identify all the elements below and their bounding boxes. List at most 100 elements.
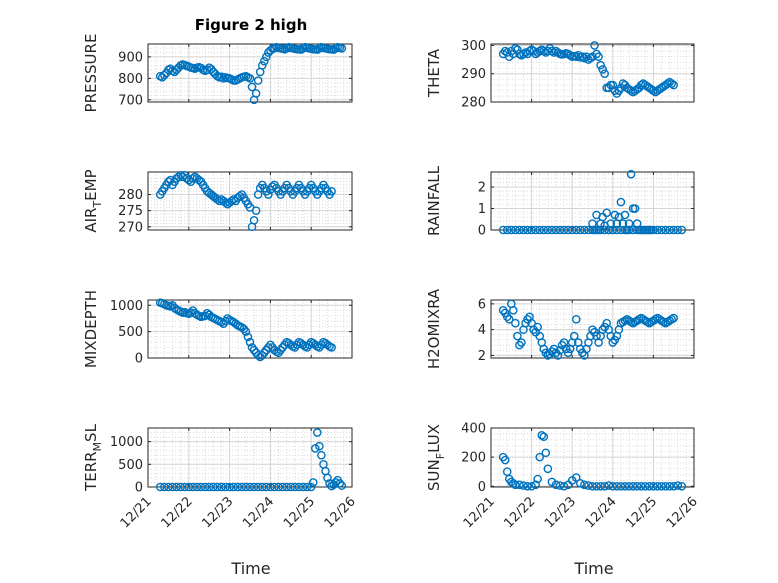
data-point	[515, 225, 524, 235]
data-point	[576, 225, 585, 235]
data-point	[533, 474, 542, 484]
data-point	[511, 318, 520, 328]
data-point	[245, 482, 255, 492]
data-point	[667, 79, 676, 88]
data-point	[555, 225, 565, 235]
y-tick-label: 270	[118, 220, 143, 235]
data-point	[657, 481, 666, 491]
data-point	[506, 225, 516, 235]
data-point	[511, 225, 520, 235]
data-point	[498, 225, 508, 235]
data-point	[608, 338, 618, 347]
data-point	[192, 482, 202, 492]
data-point	[259, 56, 269, 66]
data-point	[337, 43, 347, 53]
data-point	[221, 198, 230, 207]
data-point	[204, 482, 214, 492]
data-point	[567, 225, 577, 235]
data-point	[502, 225, 512, 235]
data-point	[515, 49, 524, 59]
data-point	[549, 48, 559, 57]
data-point	[213, 195, 222, 204]
axes-box	[490, 299, 695, 359]
subplot-rainfall: 0 1 2 RAINFALL	[425, 165, 695, 239]
y-tick-label: 500	[118, 458, 143, 473]
data-point	[257, 61, 267, 70]
data-point	[243, 332, 253, 342]
data-point	[184, 482, 194, 492]
data-point	[543, 225, 553, 235]
data-point	[665, 481, 674, 491]
data-point	[598, 325, 607, 334]
data-point	[500, 46, 510, 56]
data-point	[160, 482, 169, 492]
y-axis-label: AIRTEMP	[82, 169, 104, 232]
data-point	[308, 478, 318, 487]
data-point	[213, 482, 222, 492]
y-tick-label: 300	[461, 39, 486, 54]
data-point	[323, 473, 332, 483]
subplot-pressure: 700 800 900 PRESSURE	[82, 34, 353, 112]
data-point	[628, 225, 638, 235]
data-point	[523, 481, 532, 491]
data-point	[673, 481, 683, 490]
data-point	[612, 225, 622, 235]
figure-title: Figure 2 high	[195, 16, 308, 34]
data-point	[624, 481, 634, 491]
data-point	[245, 74, 255, 83]
data-point	[266, 482, 275, 492]
data-point	[608, 481, 618, 491]
data-point	[535, 452, 545, 462]
data-point	[620, 210, 630, 220]
x-tick-label: 12/22	[501, 494, 538, 531]
data-point	[253, 482, 263, 492]
data-point	[519, 481, 528, 490]
data-point	[588, 325, 597, 334]
data-point	[164, 482, 173, 492]
data-point	[253, 76, 263, 85]
data-point	[608, 225, 618, 235]
data-point	[584, 225, 593, 235]
data-point	[290, 482, 300, 492]
data-point	[594, 52, 603, 62]
data-point	[630, 204, 640, 213]
data-point	[315, 441, 324, 451]
data-point	[513, 45, 522, 54]
data-point	[233, 482, 243, 492]
data-point	[647, 225, 656, 235]
data-point	[176, 482, 185, 492]
x-tick-label: 12/26	[322, 494, 359, 531]
data-point	[663, 79, 672, 88]
x-tick-label: 12/24	[583, 494, 620, 531]
y-tick-label: 700	[118, 93, 143, 108]
data-point	[600, 225, 609, 235]
data-point	[302, 482, 312, 492]
y-tick-label: 200	[461, 451, 486, 466]
data-point	[249, 216, 259, 225]
data-point	[513, 331, 522, 341]
axes-box	[147, 299, 353, 359]
data-point	[229, 482, 238, 492]
y-tick-label: 290	[461, 67, 486, 82]
data-point	[188, 482, 198, 492]
data-point	[624, 219, 634, 228]
data-point	[188, 174, 198, 183]
data-point	[523, 225, 532, 235]
data-point	[610, 210, 620, 220]
data-point	[317, 450, 326, 460]
data-point	[626, 169, 636, 179]
data-point	[677, 225, 687, 235]
data-point	[535, 46, 545, 56]
y-tick-label: 275	[118, 204, 143, 219]
data-point	[245, 337, 255, 347]
data-point	[225, 482, 234, 492]
data-point	[500, 455, 510, 465]
data-point	[571, 315, 581, 324]
y-tick-label: 1000	[110, 299, 143, 314]
data-point	[669, 481, 679, 491]
data-point	[545, 349, 555, 359]
data-point	[251, 89, 261, 98]
x-tick-label: 12/25	[281, 494, 318, 531]
data-point	[217, 72, 226, 81]
data-point	[217, 317, 226, 327]
